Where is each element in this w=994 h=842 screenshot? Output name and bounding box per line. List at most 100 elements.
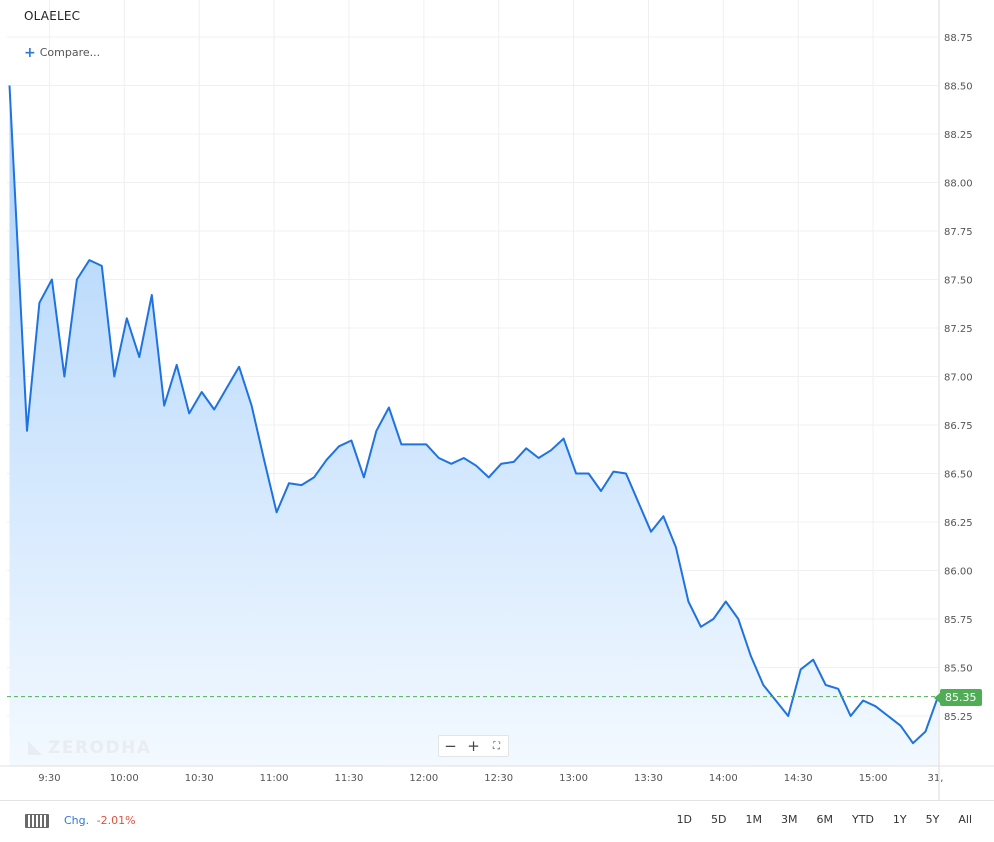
x-tick-label: 12:30	[484, 773, 513, 784]
price-point	[387, 406, 390, 409]
price-point	[787, 715, 790, 718]
y-tick-label: 88.00	[944, 179, 973, 190]
price-point	[275, 511, 278, 514]
price-point	[799, 668, 802, 671]
x-tick-label: 13:30	[634, 773, 663, 784]
price-point	[737, 618, 740, 621]
price-point	[188, 412, 191, 415]
zoom-in-button[interactable]: +	[467, 737, 480, 755]
zoom-out-button[interactable]: −	[444, 737, 457, 755]
y-tick-label: 86.50	[944, 470, 973, 481]
range-5y[interactable]: 5Y	[925, 813, 940, 826]
price-point	[774, 699, 777, 702]
price-point	[575, 472, 578, 475]
watermark-text: ZERODHA	[48, 738, 152, 758]
price-point	[562, 437, 565, 440]
price-point	[300, 484, 303, 487]
y-tick-label: 86.00	[944, 567, 973, 578]
price-point	[313, 476, 316, 479]
range-ytd[interactable]: YTD	[852, 813, 874, 826]
zoom-reset-button[interactable]: ⛶	[493, 740, 500, 752]
price-point	[26, 429, 29, 432]
price-chart[interactable]: 85.25 85.50 85.75 86.00 86.25 86.50 86.75 87.00…	[0, 0, 994, 800]
price-point	[924, 730, 927, 733]
price-area	[8, 85, 939, 766]
symbol-label: OLAELEC	[24, 9, 81, 23]
price-point	[637, 501, 640, 504]
price-point	[749, 654, 752, 657]
bottom-toolbar: Chg. -2.01% 1D 5D 1M 3M 6M YTD 1Y 5Y All	[0, 800, 994, 841]
price-point	[724, 600, 727, 603]
x-tick-label: 14:00	[709, 773, 738, 784]
x-tick-label: 13:00	[559, 773, 588, 784]
y-tick-label: 85.50	[944, 664, 973, 675]
range-3m[interactable]: 3M	[781, 813, 798, 826]
price-point	[462, 457, 465, 460]
price-point	[500, 462, 503, 465]
range-1m[interactable]: 1M	[745, 813, 763, 826]
price-point	[200, 391, 203, 394]
price-point	[824, 684, 827, 687]
compare-label: Compare...	[39, 46, 101, 59]
x-tick-label: 14:30	[784, 773, 813, 784]
x-tick-label: 15:00	[859, 773, 888, 784]
price-point	[762, 684, 765, 687]
range-1y[interactable]: 1Y	[892, 813, 907, 826]
price-point	[250, 404, 253, 407]
x-tick-label: 11:30	[335, 773, 364, 784]
range-6m[interactable]: 6M	[816, 813, 834, 826]
zerodha-logo-icon	[28, 741, 42, 755]
range-selector: 1D 5D 1M 3M 6M YTD 1Y 5Y All	[658, 813, 972, 826]
x-tick-label: 11:00	[260, 773, 289, 784]
compare-button[interactable]: + Compare...	[24, 44, 101, 61]
x-tick-label: 31,	[928, 773, 944, 784]
price-point	[674, 546, 677, 549]
chart-area[interactable]: 85.25 85.50 85.75 86.00 86.25 86.50 86.75 87.00…	[0, 0, 994, 800]
price-point	[375, 429, 378, 432]
price-line	[8, 85, 939, 745]
y-tick-label: 85.25	[944, 712, 973, 723]
price-point	[288, 482, 291, 485]
price-point	[100, 264, 103, 267]
change-value: -2.01%	[96, 814, 136, 827]
price-point	[75, 278, 78, 281]
price-point	[138, 356, 141, 359]
price-point	[837, 687, 840, 690]
y-tick-label: 87.50	[944, 276, 973, 287]
price-point	[625, 472, 628, 475]
axes: 85.25 85.50 85.75 86.00 86.25 86.50 86.75 87.00…	[0, 0, 994, 800]
zoom-controls: − + ⛶	[438, 735, 509, 757]
price-point	[150, 294, 153, 297]
price-point	[812, 658, 815, 661]
price-point	[600, 490, 603, 493]
y-tick-label: 87.75	[944, 227, 973, 238]
price-point	[712, 618, 715, 621]
price-point	[450, 462, 453, 465]
plus-icon: +	[24, 44, 36, 61]
price-point	[163, 404, 166, 407]
zerodha-watermark: ZERODHA	[28, 738, 151, 758]
y-tick-label: 88.75	[944, 33, 973, 44]
range-all[interactable]: All	[958, 813, 972, 826]
y-tick-label: 86.75	[944, 421, 973, 432]
change-indicator: Chg. -2.01%	[64, 814, 136, 827]
price-point	[525, 447, 528, 450]
price-point	[550, 449, 553, 452]
y-tick-label: 87.25	[944, 324, 973, 335]
price-point	[437, 457, 440, 460]
y-tick-label: 87.00	[944, 373, 973, 384]
keyboard-icon[interactable]	[25, 814, 49, 828]
price-point	[8, 84, 11, 87]
price-point	[325, 458, 328, 461]
price-point	[425, 443, 428, 446]
range-1d[interactable]: 1D	[676, 813, 693, 826]
y-tick-label: 88.50	[944, 82, 973, 93]
price-point	[662, 515, 665, 518]
price-point	[88, 259, 91, 262]
price-point	[699, 625, 702, 628]
price-point	[338, 445, 341, 448]
range-5d[interactable]: 5D	[711, 813, 727, 826]
price-point	[400, 443, 403, 446]
y-tick-label: 86.25	[944, 518, 973, 529]
price-point	[874, 705, 877, 708]
